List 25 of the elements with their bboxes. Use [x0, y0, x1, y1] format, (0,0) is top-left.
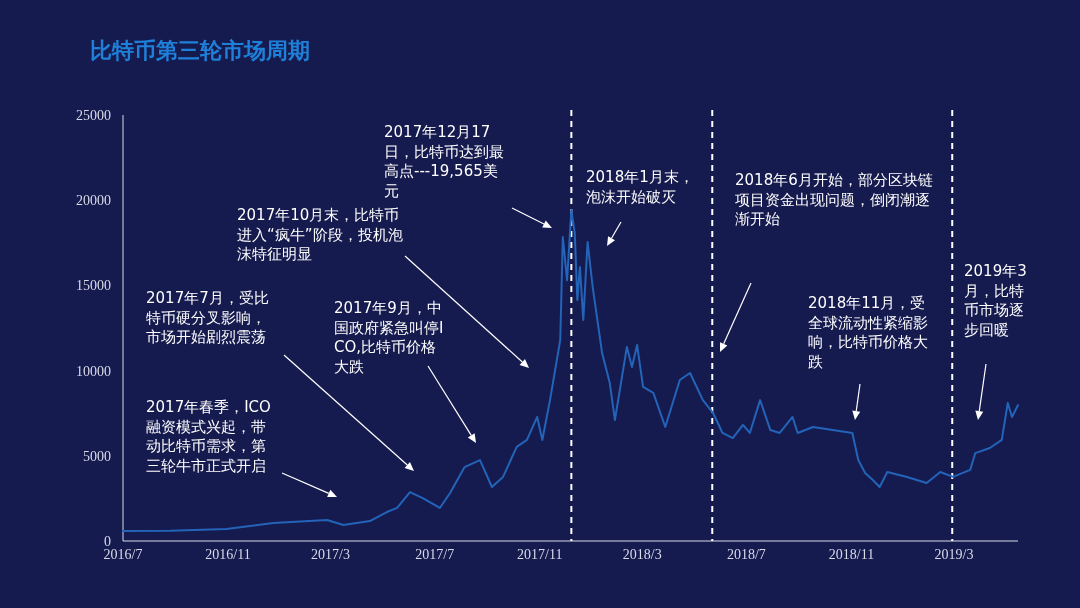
x-tick-label: 2017/7 — [415, 547, 455, 562]
x-tick-label: 2018/11 — [828, 547, 875, 562]
chart-title: 比特币第三轮市场周期 — [90, 38, 310, 63]
y-tick-label: 25000 — [76, 108, 111, 123]
annotation: 2018年6月开始，部分区块链项目资金出现问题，倒闭潮逐渐开始 — [735, 171, 933, 228]
annotation: 2018年11月，受全球流动性紧缩影响，比特币价格大跌 — [808, 294, 928, 371]
y-tick-label: 20000 — [76, 193, 111, 209]
annotation: 2017年12月17日，比特币达到最高点---19,565美元 — [384, 123, 504, 200]
x-tick-label: 2016/11 — [205, 547, 251, 562]
x-tick-label: 2019/3 — [934, 547, 974, 562]
x-tick-label: 2018/3 — [622, 547, 662, 562]
annotation: 2017年春季，ICO融资模式兴起，带动比特币需求，第三轮牛市正式开启 — [146, 398, 271, 475]
annotation: 2019年3月，比特币市场逐步回暖 — [964, 262, 1027, 339]
x-tick-label: 2017/11 — [517, 547, 563, 562]
y-tick-label: 5000 — [83, 448, 111, 464]
y-tick-label: 10000 — [76, 363, 111, 379]
y-tick-label: 0 — [104, 534, 111, 549]
y-tick-label: 15000 — [76, 278, 111, 294]
annotation: 2017年7月，受比特币硬分叉影响，市场开始剧烈震荡 — [146, 289, 269, 346]
annotation: 2017年9月，中国政府紧急叫停ICO,比特币价格大跌 — [334, 299, 444, 376]
annotation: 2017年10月末，比特币进入“疯牛”阶段，投机泡沫特征明显 — [237, 206, 403, 263]
annotation: 2018年1月末，泡沫开始破灭 — [586, 168, 694, 206]
x-tick-label: 2016/7 — [103, 547, 143, 562]
x-tick-label: 2017/3 — [311, 547, 350, 562]
x-tick-label: 2018/7 — [726, 547, 766, 562]
